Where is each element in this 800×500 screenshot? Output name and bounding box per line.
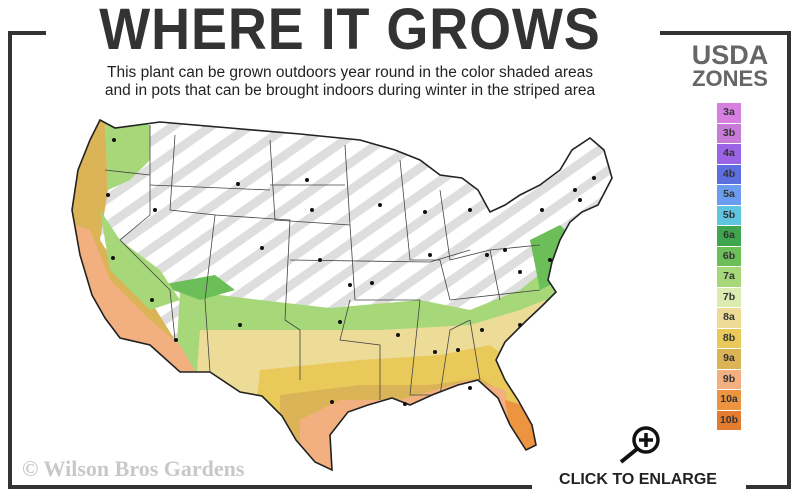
- legend-zone-3a: 3a: [717, 103, 741, 123]
- legend-zone-5a: 5a: [717, 185, 741, 205]
- zone-fills: [72, 120, 612, 470]
- legend-zone-8a: 8a: [717, 308, 741, 328]
- frame-top-left: [8, 31, 46, 35]
- frame-top-right: [660, 31, 791, 35]
- subtitle-line-2: and in pots that can be brought indoors …: [104, 82, 596, 99]
- zone-6-west: [160, 275, 235, 300]
- frame-bottom-left: [8, 485, 532, 489]
- legend-zone-6b: 6b: [717, 246, 741, 266]
- legend-zone-6a: 6a: [717, 226, 741, 246]
- legend-zone-10b: 10b: [717, 410, 741, 430]
- zone-northwest-green: [105, 120, 150, 190]
- legend-title: USDA ZONES: [680, 40, 780, 91]
- legend-zone-10a: 10a: [717, 390, 741, 410]
- subtitle: This plant can be grown outdoors year ro…: [40, 64, 660, 100]
- magnifier-plus-icon[interactable]: [616, 424, 664, 464]
- zone-legend: 3a 3b 4a 4b 5a 5b 6a 6b 7a 7b 8a 8b 9a 9b 10a 10b: [717, 103, 741, 431]
- legend-zone-8b: 8b: [717, 328, 741, 348]
- state-capital-dots: [106, 138, 596, 406]
- legend-zone-9a: 9a: [717, 349, 741, 369]
- zone-10-florida: [505, 400, 545, 460]
- legend-zone-7a: 7a: [717, 267, 741, 287]
- state-borders: [104, 125, 541, 400]
- legend-title-line-2: ZONES: [692, 66, 768, 91]
- copyright-watermark: © Wilson Bros Gardens: [22, 456, 245, 481]
- legend-zone-7b: 7b: [717, 287, 741, 307]
- legend-title-line-1: USDA: [691, 40, 769, 70]
- frame-left: [8, 31, 12, 489]
- legend-zone-9b: 9b: [717, 369, 741, 389]
- frame-bottom-right: [746, 485, 791, 489]
- frame-right: [787, 31, 791, 489]
- legend-zone-5b: 5b: [717, 205, 741, 225]
- page-title: WHERE IT GROWS: [99, 0, 601, 62]
- subtitle-line-1: This plant can be grown outdoors year ro…: [107, 64, 593, 81]
- legend-zone-4b: 4b: [717, 164, 741, 184]
- click-to-enlarge-button[interactable]: CLICK TO ENLARGE: [559, 471, 717, 488]
- legend-zone-3b: 3b: [717, 123, 741, 143]
- legend-zone-4a: 4a: [717, 144, 741, 164]
